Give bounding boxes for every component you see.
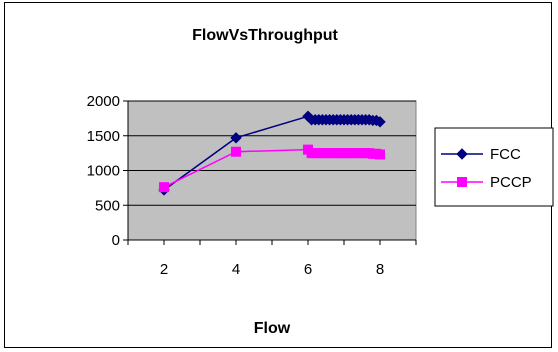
series-layer: [158, 110, 386, 196]
data-point-marker: [230, 132, 242, 144]
y-tick-labels: 0 500 1000 1500 2000: [87, 93, 120, 249]
y-tick-label: 2000: [87, 93, 120, 110]
gridlines: [128, 100, 416, 206]
x-tick-label: 4: [232, 261, 240, 278]
data-point-marker: [159, 182, 169, 193]
x-tick-label: 6: [304, 261, 312, 278]
axes: [123, 100, 417, 245]
legend-item: FCC: [441, 146, 521, 163]
x-tick-labels: 2 4 6 8: [160, 261, 384, 278]
legend-label: FCC: [490, 146, 521, 163]
data-point-marker: [457, 177, 467, 187]
y-tick-label: 0: [112, 232, 120, 249]
chart-title: FlowVsThroughput: [192, 27, 338, 44]
data-point-marker: [456, 148, 468, 160]
x-axis-title: Flow: [254, 320, 291, 337]
data-point-marker: [374, 116, 386, 128]
y-tick-label: 1000: [87, 163, 120, 180]
legend: FCC PCCP: [434, 127, 554, 207]
legend-box: [434, 127, 554, 207]
x-tick-label: 2: [160, 261, 168, 278]
y-tick-label: 1500: [87, 128, 120, 145]
data-point-marker: [231, 146, 241, 157]
x-tick-label: 8: [376, 261, 384, 278]
legend-item: PCCP: [441, 174, 532, 191]
series-pccp: [159, 144, 385, 193]
y-tick-label: 500: [95, 197, 120, 214]
series-fcc: [158, 110, 386, 196]
legend-label: PCCP: [490, 174, 532, 191]
data-point-marker: [375, 149, 385, 160]
